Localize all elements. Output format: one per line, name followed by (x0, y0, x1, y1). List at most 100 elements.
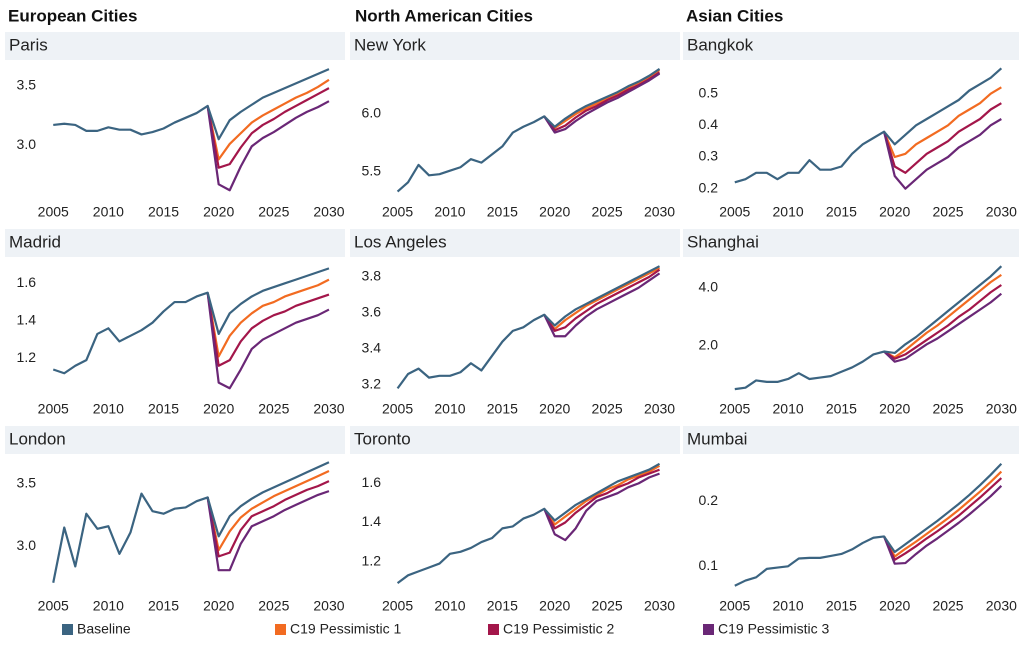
series-line (734, 67, 1003, 184)
x-tick-label: 2015 (148, 598, 179, 614)
series-line (206, 490, 330, 572)
y-tick-label: 0.2 (699, 179, 719, 195)
series-line (206, 292, 330, 390)
x-tick-label: 2025 (932, 204, 963, 220)
series-line (543, 272, 661, 338)
y-tick-label: 3.0 (17, 136, 37, 152)
series-line (543, 268, 661, 332)
y-tick-label: 4.0 (699, 279, 719, 295)
y-tick-label: 1.2 (17, 349, 37, 365)
panel-title-band (350, 32, 680, 60)
y-tick-label: 0.4 (699, 116, 719, 132)
series-line (883, 485, 1003, 565)
panel-title: Shanghai (687, 232, 759, 251)
x-tick-label: 2030 (986, 204, 1017, 220)
panel-title-band (5, 229, 345, 257)
group-title: European Cities (8, 6, 137, 25)
legend-label: C19 Pessimistic 3 (718, 621, 829, 637)
series-line (543, 468, 660, 530)
panel-title: London (9, 429, 66, 448)
series-line (206, 470, 330, 552)
x-tick-label: 2010 (773, 204, 804, 220)
y-tick-label: 2.0 (699, 336, 719, 352)
panel-title-band (350, 229, 680, 257)
x-tick-label: 2005 (719, 401, 750, 417)
y-tick-label: 0.2 (699, 492, 719, 508)
x-tick-label: 2010 (434, 598, 465, 614)
y-tick-label: 1.4 (17, 312, 37, 328)
y-tick-label: 3.2 (362, 376, 382, 392)
x-tick-label: 2030 (313, 204, 344, 220)
x-tick-label: 2020 (539, 401, 570, 417)
y-tick-label: 3.6 (362, 304, 382, 320)
panel-title: Mumbai (687, 429, 747, 448)
series-line (396, 68, 661, 193)
x-tick-label: 2010 (93, 401, 124, 417)
x-tick-label: 2030 (644, 401, 675, 417)
legend-swatch (62, 624, 73, 635)
x-tick-label: 2020 (203, 401, 234, 417)
x-tick-label: 2030 (644, 598, 675, 614)
series-line (52, 461, 330, 583)
group-title: Asian Cities (686, 6, 783, 25)
x-tick-label: 2015 (487, 401, 518, 417)
x-tick-label: 2015 (148, 204, 179, 220)
group-title: North American Cities (355, 6, 533, 25)
series-line (206, 87, 330, 169)
panel-title-band (683, 32, 1019, 60)
x-tick-label: 2020 (879, 598, 910, 614)
x-tick-label: 2030 (986, 401, 1017, 417)
x-tick-label: 2015 (148, 401, 179, 417)
series-line (883, 102, 1002, 174)
x-tick-label: 2030 (313, 598, 344, 614)
x-tick-label: 2005 (382, 204, 413, 220)
x-tick-label: 2025 (258, 401, 289, 417)
panel-title-band (683, 426, 1019, 454)
x-tick-label: 2010 (773, 598, 804, 614)
series-line (543, 472, 660, 542)
series-line (53, 68, 330, 141)
x-tick-label: 2030 (313, 401, 344, 417)
x-tick-label: 2020 (203, 598, 234, 614)
x-tick-label: 2010 (434, 204, 465, 220)
y-tick-label: 5.5 (362, 163, 382, 179)
x-tick-label: 2020 (539, 598, 570, 614)
y-tick-label: 3.5 (17, 474, 37, 490)
series-line (206, 292, 330, 367)
x-tick-label: 2015 (487, 204, 518, 220)
legend-swatch (488, 624, 499, 635)
y-tick-label: 1.6 (17, 274, 37, 290)
x-tick-label: 2005 (382, 401, 413, 417)
panel-title: Madrid (9, 232, 61, 251)
panel-title: Los Angeles (354, 232, 447, 251)
x-tick-label: 2025 (592, 204, 623, 220)
series-line (883, 86, 1002, 159)
y-tick-label: 3.5 (17, 76, 37, 92)
panel-title-band (683, 229, 1019, 257)
y-tick-label: 0.5 (699, 84, 719, 100)
x-tick-label: 2025 (932, 598, 963, 614)
series-line (543, 464, 661, 526)
series-line (882, 118, 1002, 190)
legend-swatch (275, 624, 286, 635)
y-tick-label: 3.0 (17, 537, 37, 553)
series-line (734, 265, 1003, 391)
series-line (206, 278, 330, 358)
legend-label: C19 Pessimistic 1 (290, 621, 401, 637)
series-line (206, 78, 330, 161)
x-tick-label: 2015 (826, 598, 857, 614)
x-tick-label: 2015 (487, 598, 518, 614)
x-tick-label: 2005 (38, 204, 69, 220)
y-tick-label: 3.8 (362, 268, 382, 284)
panel-title: New York (354, 35, 426, 54)
y-tick-label: 1.2 (362, 552, 382, 568)
panel-title-band (350, 426, 680, 454)
x-tick-label: 2005 (719, 598, 750, 614)
series-line (206, 100, 330, 192)
y-tick-label: 1.4 (362, 513, 382, 529)
y-tick-label: 3.4 (362, 340, 382, 356)
series-line (543, 267, 661, 331)
series-line (52, 267, 330, 375)
x-tick-label: 2005 (38, 401, 69, 417)
